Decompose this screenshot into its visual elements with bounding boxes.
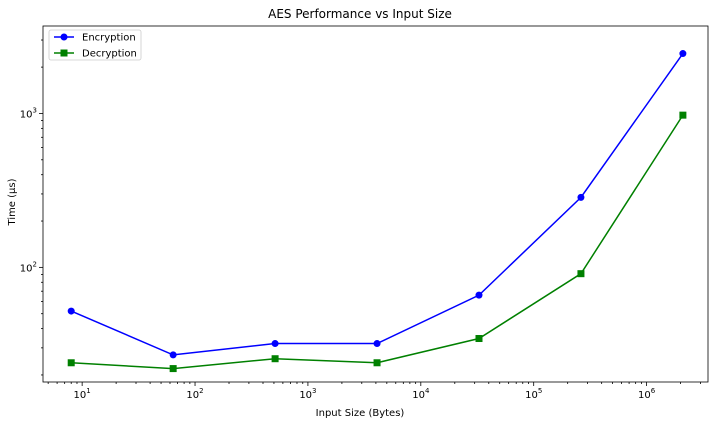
legend-label: Decryption <box>82 49 137 60</box>
data-point <box>373 359 381 367</box>
legend-label: Encryption <box>82 33 136 44</box>
plot-area: 101 102 103 104 105 106 102 103 <box>20 25 709 401</box>
x-tick-label: 104 <box>412 387 430 401</box>
data-point <box>679 50 687 58</box>
x-tick-label: 103 <box>299 387 316 401</box>
data-point <box>271 340 279 348</box>
axes-frame <box>42 25 709 383</box>
y-tick-label: 103 <box>20 106 37 120</box>
data-point <box>169 365 177 373</box>
data-point <box>271 355 279 363</box>
series-line-encryption <box>70 53 684 356</box>
x-axis-label: Input Size (Bytes) <box>316 408 405 419</box>
x-tick-label: 106 <box>638 387 656 401</box>
data-point <box>679 111 687 119</box>
data-point <box>475 291 483 299</box>
legend: Encryption Decryption <box>48 29 142 61</box>
legend-marker <box>60 33 68 41</box>
y-tick-label: 102 <box>20 260 37 274</box>
data-point <box>67 359 75 367</box>
x-tick-label: 102 <box>186 387 203 401</box>
data-point <box>169 351 177 359</box>
data-point <box>373 340 381 348</box>
x-tick-label: 101 <box>74 387 91 401</box>
data-point <box>475 335 483 343</box>
legend-marker <box>60 49 68 57</box>
y-axis-label: Time (µs) <box>7 178 18 226</box>
data-point <box>67 307 75 315</box>
chart-title: AES Performance vs Input Size <box>268 7 452 21</box>
series-line-decryption <box>71 114 684 370</box>
data-point <box>577 193 585 201</box>
data-point <box>577 270 585 278</box>
x-tick-label: 105 <box>525 387 542 401</box>
